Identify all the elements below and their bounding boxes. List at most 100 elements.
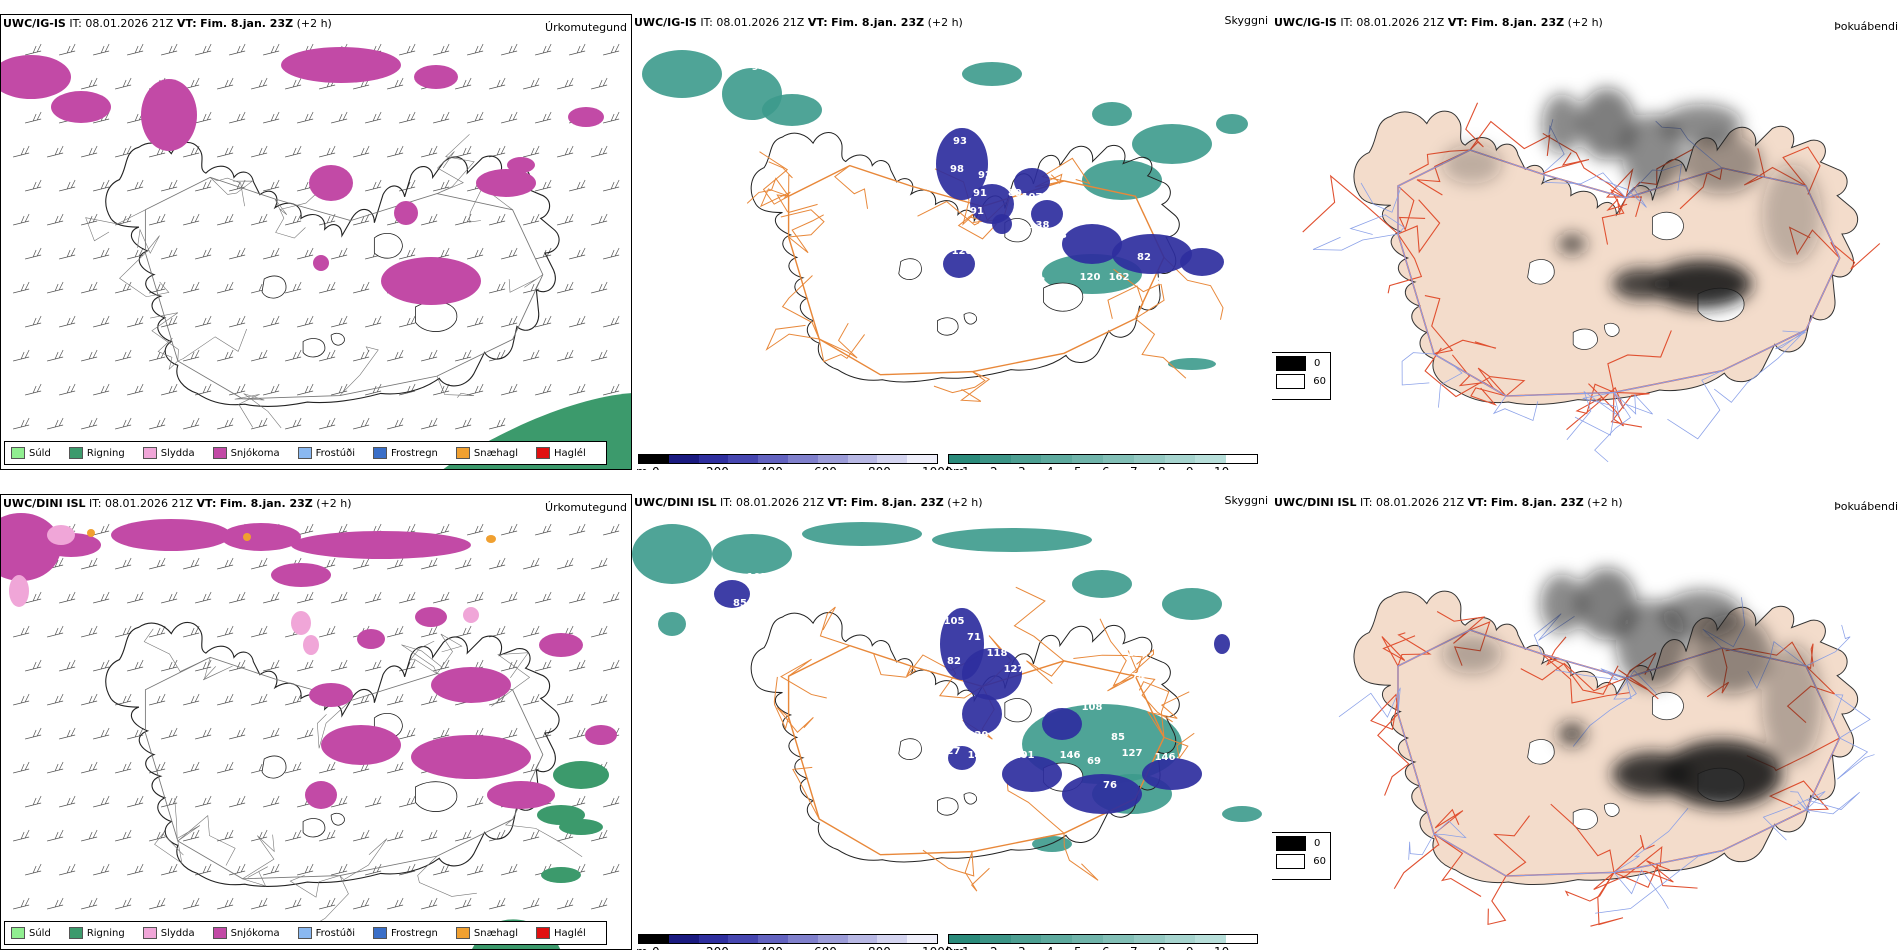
wind-barb — [263, 591, 280, 604]
vis_km_scale-colorbar: km1 2 3 4 5 6 7 8 9 10 — [946, 454, 1258, 470]
precip-areas — [1, 513, 617, 949]
wind-barb — [569, 247, 586, 260]
glacier-outline — [302, 338, 326, 358]
visibility-m-area — [1062, 224, 1122, 264]
fog-legend-label: 60 — [1313, 376, 1326, 387]
snowfall-area — [1, 513, 61, 581]
visibility-panel[interactable]: 948 970 972 93 98 92 91 91 89 107 94 138 39 43 128 54 81… — [632, 14, 1272, 470]
iceland-group — [750, 586, 1195, 892]
road-segment — [1830, 241, 1881, 270]
wind-barb — [297, 727, 314, 740]
model-name: UWC/DINI ISL — [3, 497, 86, 510]
wind-barb — [13, 417, 30, 430]
wind-barb — [523, 897, 540, 910]
colorbar-step — [1133, 455, 1165, 463]
wind-barb — [47, 761, 64, 774]
wind-barb — [285, 417, 302, 430]
wind-barb — [217, 77, 234, 90]
visibility-m-area — [1214, 634, 1230, 654]
road-segment — [209, 177, 254, 195]
visibility-m-area — [962, 648, 1022, 700]
wind-barb — [93, 383, 110, 396]
sleet-area — [9, 575, 29, 607]
precipitation-type-panel[interactable]: UWC/IG-IS IT: 08.01.2026 21Z VT: Fim. 8.… — [0, 14, 632, 470]
road-segment — [1613, 869, 1669, 909]
colorbar-step — [1041, 455, 1073, 463]
wind-barb — [81, 417, 98, 430]
snowfall-area — [507, 157, 535, 173]
road-segment — [1393, 833, 1440, 889]
panel-header: UWC/IG-IS IT: 08.01.2026 21Z VT: Fim. 8.… — [3, 17, 332, 30]
fog-legend-item: 60 — [1272, 851, 1330, 869]
road-segment — [210, 177, 245, 207]
fog-index-area — [1652, 260, 1752, 308]
wind-barb — [251, 77, 268, 90]
wind-barb — [603, 179, 620, 192]
visibility-km-area — [1132, 124, 1212, 164]
visibility-km-area — [1032, 836, 1072, 852]
fog-legend-label: 0 — [1314, 358, 1321, 369]
wind-barb — [353, 417, 370, 430]
wind-barb — [331, 247, 348, 260]
colorbar-unit: km — [946, 945, 965, 950]
road-ring — [1397, 629, 1841, 877]
road-segment — [1470, 387, 1507, 406]
wind-barb — [25, 315, 42, 328]
snowfall-area — [141, 79, 197, 151]
road-segment — [765, 324, 820, 351]
visibility-value-label: 54 — [990, 248, 1004, 259]
ice-pellet-area — [87, 529, 95, 537]
wind-barb — [47, 829, 64, 842]
road-segment — [436, 633, 463, 674]
wind-barb — [183, 417, 200, 430]
legend-swatch — [536, 447, 551, 459]
road-segment — [1370, 693, 1399, 731]
visibility-m-area — [1042, 708, 1082, 740]
fog-index-panel[interactable]: UWC/IG-IS IT: 08.01.2026 21Z VT: Fim. 8.… — [1272, 14, 1900, 470]
wind-barbs — [13, 523, 620, 910]
wind-barb — [557, 557, 574, 570]
wind-barb — [183, 829, 200, 842]
road-segment — [1493, 815, 1530, 877]
wind-barb — [523, 349, 540, 362]
legend-item: Frostúði — [297, 927, 355, 939]
precipitation-type-panel[interactable]: UWC/DINI ISL IT: 08.01.2026 21Z VT: Fim.… — [0, 494, 632, 950]
wind-barb — [217, 213, 234, 226]
wind-barb — [93, 795, 110, 808]
road-segment — [177, 328, 247, 362]
wind-barb — [47, 145, 64, 158]
road-segment — [818, 334, 865, 363]
visibility-value-label: 86 — [1157, 276, 1171, 287]
snowfall-area — [415, 607, 447, 627]
wind-barb — [229, 863, 246, 876]
precipitation-map — [1, 43, 631, 469]
road-segment — [1805, 791, 1860, 815]
wind-barb — [195, 795, 212, 808]
snowfall-area — [394, 201, 418, 225]
road-segment — [274, 194, 316, 216]
fog-legend: 0 60 — [1272, 832, 1331, 880]
colorbar-step — [1226, 455, 1257, 463]
glacier-outline — [261, 275, 287, 299]
visibility-m-area — [1031, 200, 1063, 228]
fog-index-panel[interactable]: UWC/DINI ISL IT: 08.01.2026 21Z VT: Fim.… — [1272, 494, 1900, 950]
road-segment — [1433, 820, 1467, 839]
wind-barb — [81, 897, 98, 910]
glacier-outline — [415, 301, 458, 332]
visibility-value-label: 39 — [1063, 210, 1077, 221]
iceland-group — [746, 132, 1224, 402]
colorbar-step — [758, 935, 788, 943]
road-segment — [1541, 653, 1619, 695]
panel-title: Þokuábendi — [1834, 500, 1898, 513]
wind-barb — [13, 829, 30, 842]
visibility-value-label: 118 — [987, 648, 1008, 659]
visibility-panel[interactable]: 126 105 85 105 71 82 118 127 151 74 130 108 127 129 14… — [632, 494, 1272, 950]
visibility-value-label: 94 — [1041, 192, 1055, 203]
road-segment — [1832, 694, 1871, 739]
wind-barb — [263, 383, 280, 396]
forecast-row: UWC/IG-IS IT: 08.01.2026 21Z VT: Fim. 8.… — [0, 14, 1900, 470]
wind-barb — [183, 625, 200, 638]
snowfall-area — [487, 781, 555, 809]
wind-barb — [387, 145, 404, 158]
colorbar-step — [1041, 935, 1073, 943]
